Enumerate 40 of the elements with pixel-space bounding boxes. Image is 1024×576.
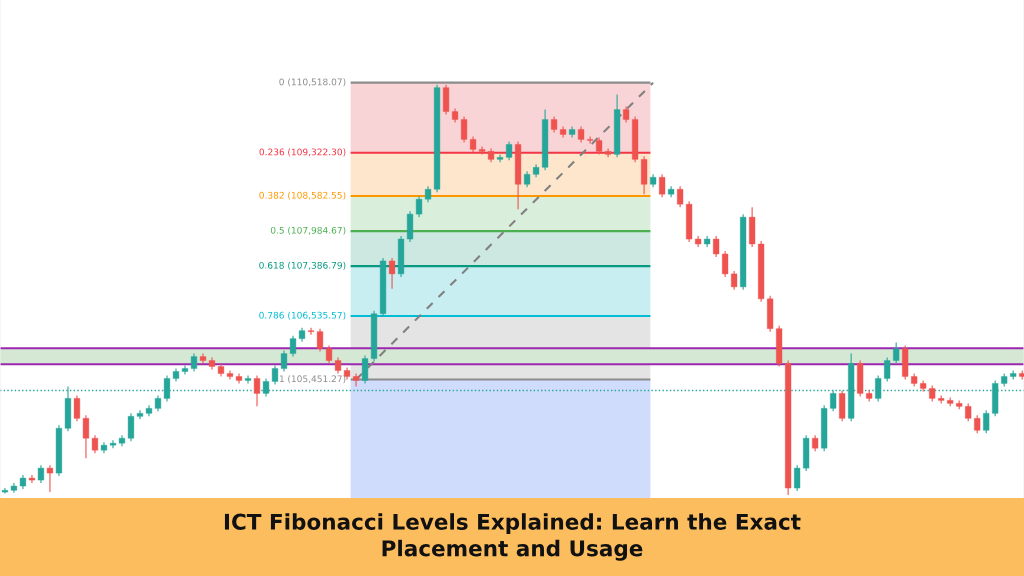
annotation: 0.5 bbox=[270, 226, 284, 234]
y-tick-label: (106,535.57) bbox=[288, 311, 346, 320]
candlestick bbox=[722, 250, 729, 278]
y-tick-label: (110,518.07) bbox=[288, 78, 346, 87]
annotation: 0 bbox=[279, 78, 284, 86]
candlestick bbox=[884, 357, 891, 383]
candlestick bbox=[73, 394, 81, 422]
candlestick bbox=[442, 84, 450, 116]
candlestick bbox=[605, 147, 612, 158]
candlestick bbox=[478, 145, 486, 155]
candlestick bbox=[1, 487, 9, 495]
candlestick bbox=[505, 140, 513, 161]
candlestick bbox=[415, 195, 423, 218]
candlestick bbox=[496, 153, 504, 163]
candlestick bbox=[46, 464, 54, 493]
candlestick bbox=[731, 270, 738, 291]
candlestick bbox=[388, 257, 396, 290]
candlestick bbox=[587, 135, 594, 144]
text: ICT Fibonacci Levels Explained: Learn the Exact Placement and Usage bbox=[224, 513, 801, 561]
y-tick-label: (107,984.67) bbox=[288, 226, 346, 235]
candlestick bbox=[893, 342, 900, 365]
y-tick-label: (105,451.27) bbox=[288, 375, 346, 384]
annotation: 0.618 bbox=[259, 261, 284, 269]
annotation: 0.382 bbox=[259, 191, 284, 199]
annotation: 1 bbox=[280, 375, 284, 383]
annotation: 0.786 bbox=[259, 311, 284, 319]
candlestick bbox=[460, 115, 468, 143]
y-tick-label: (109,322.30) bbox=[288, 148, 346, 157]
candlestick bbox=[983, 409, 990, 434]
candlestick bbox=[713, 235, 720, 258]
y-tick-label: (108,582.55) bbox=[288, 191, 346, 200]
candlestick bbox=[677, 185, 684, 208]
candlestick bbox=[794, 464, 801, 492]
annotation: 0.236 bbox=[259, 148, 285, 156]
candlestick bbox=[244, 374, 252, 385]
candlestick bbox=[361, 355, 369, 385]
candlestick bbox=[659, 173, 666, 198]
y-tick-label: (107,386.79) bbox=[288, 261, 346, 270]
candlestick bbox=[253, 374, 261, 407]
candlestick bbox=[352, 372, 360, 388]
